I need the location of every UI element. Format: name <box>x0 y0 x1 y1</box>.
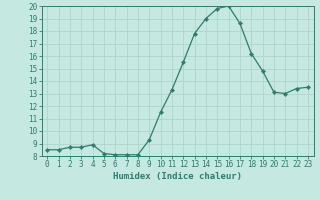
X-axis label: Humidex (Indice chaleur): Humidex (Indice chaleur) <box>113 172 242 181</box>
